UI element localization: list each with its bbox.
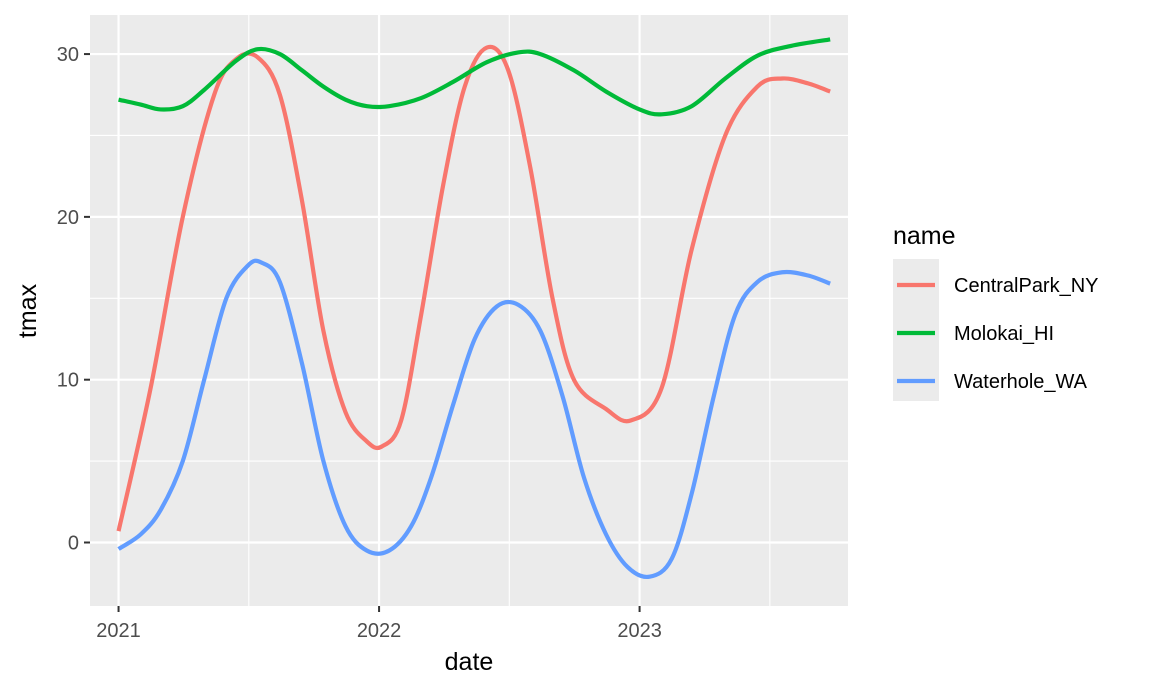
plot-panel: [90, 15, 848, 606]
x-axis-title: date: [445, 648, 494, 676]
series-line-molokai-hi: [118, 37, 831, 117]
legend-label-molokai-hi: Molokai_HI: [954, 323, 1054, 345]
x-axis: 2021 2022 2023: [96, 606, 662, 642]
minor-gridlines: [90, 15, 848, 606]
x-tick-label: 2023: [617, 620, 662, 642]
y-axis-title: tmax: [14, 283, 42, 338]
legend-label-waterhole-wa: Waterhole_WA: [954, 371, 1088, 393]
series-lines: [116, 37, 831, 580]
y-tick-label: 10: [57, 370, 79, 392]
major-gridlines: [90, 15, 848, 606]
x-tick-label: 2021: [96, 620, 141, 642]
legend-title: name: [893, 222, 956, 250]
legend-key-background: [893, 259, 939, 401]
series-line-waterhole-wa: [117, 258, 831, 580]
x-tick-label: 2022: [357, 620, 402, 642]
y-tick-label: 20: [57, 207, 79, 229]
y-tick-label: 30: [57, 44, 79, 66]
legend-label-centralpark-ny: CentralPark_NY: [954, 275, 1099, 297]
y-axis: 0 10 20 30: [57, 44, 90, 555]
legend: name CentralPark_NY Molokai_HI Waterhole_W…: [893, 222, 1099, 401]
legend-items: CentralPark_NY Molokai_HI Waterhole_WA: [897, 275, 1099, 393]
y-tick-label: 0: [68, 533, 79, 555]
